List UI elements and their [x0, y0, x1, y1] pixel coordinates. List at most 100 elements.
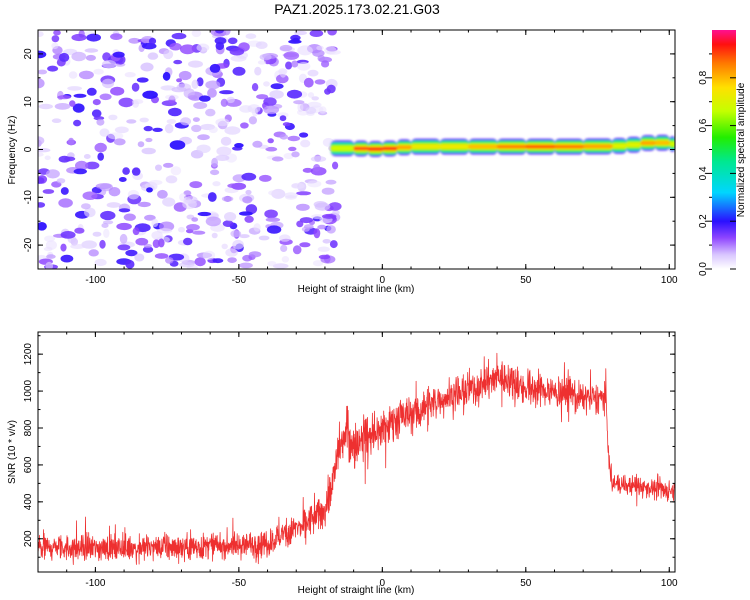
noise-blob [240, 122, 249, 129]
noise-blob [291, 60, 299, 68]
noise-blob [263, 81, 270, 87]
noise-blob [188, 95, 198, 100]
noise-blob [68, 71, 78, 79]
noise-blob [38, 175, 48, 184]
noise-blob [224, 212, 237, 222]
noise-blob [47, 65, 59, 72]
ridge-segment [554, 145, 584, 149]
ridge-segment [497, 145, 527, 149]
y-tick-label: 1000 [23, 380, 34, 403]
noise-blob [124, 72, 136, 78]
noise-blob [57, 95, 71, 100]
noise-blob [215, 30, 224, 34]
y-tick-label: 0 [23, 146, 34, 152]
y-tick-label: -20 [23, 237, 34, 252]
noise-blob [288, 146, 297, 152]
noise-blob [220, 136, 232, 146]
ridge-segment [626, 141, 642, 148]
noise-blob [239, 105, 253, 113]
noise-blob [94, 142, 107, 153]
noise-blob [44, 155, 51, 161]
x-tick-label: 100 [661, 275, 678, 286]
ridge-segment [525, 145, 556, 149]
noise-blob [259, 53, 272, 61]
noise-blob [254, 66, 262, 76]
noise-blob [51, 42, 59, 50]
noise-blob [92, 231, 102, 237]
noise-blob [299, 242, 311, 248]
noise-blob [212, 181, 221, 187]
noise-blob [208, 126, 218, 134]
noise-blob [296, 220, 304, 228]
noise-blob [248, 251, 262, 258]
noise-blob [93, 68, 104, 75]
noise-blob [99, 239, 106, 249]
noise-blob [263, 105, 280, 115]
noise-blob [309, 30, 324, 37]
noise-blob [137, 201, 151, 208]
noise-blob [152, 239, 160, 249]
noise-blob [69, 100, 76, 107]
noise-blob [148, 37, 157, 45]
noise-blob [73, 119, 82, 127]
noise-blob [60, 187, 69, 195]
noise-blob [103, 228, 110, 238]
noise-blob [38, 202, 46, 208]
noise-blob [116, 222, 132, 231]
noise-blob [141, 147, 156, 155]
noise-blob [326, 225, 336, 234]
noise-blob [64, 156, 76, 162]
noise-blob [97, 152, 104, 161]
noise-blob [142, 246, 154, 253]
ridge-segment [439, 143, 469, 150]
noise-blob [151, 231, 163, 240]
noise-blob [91, 109, 102, 118]
x-tick-label: -100 [85, 578, 105, 589]
noise-blob [92, 99, 101, 106]
noise-blob [207, 192, 217, 202]
noise-blob [292, 37, 300, 43]
noise-blob [229, 47, 245, 56]
noise-blob [136, 77, 149, 83]
noise-blob [101, 78, 115, 89]
noise-blob [303, 77, 314, 88]
noise-blob [38, 78, 45, 89]
noise-blob [123, 213, 136, 221]
noise-blob [251, 83, 259, 92]
noise-blob [205, 108, 216, 117]
noise-blob [72, 103, 85, 113]
noise-blob [43, 246, 53, 252]
noise-blob [191, 124, 202, 133]
noise-blob [267, 138, 274, 144]
noise-blob [169, 140, 186, 150]
noise-blob [191, 30, 202, 38]
noise-blob [293, 100, 305, 105]
snr-panel: -100 -50 0 50 100 200 400 600 800 1000 1200 Height… [7, 331, 678, 596]
noise-blob [86, 87, 97, 96]
noise-blob [197, 211, 212, 217]
noise-blob [232, 66, 246, 76]
noise-blob [314, 79, 326, 85]
noise-blob [307, 69, 319, 77]
noise-blob [291, 151, 300, 158]
noise-blob [317, 224, 327, 230]
noise-blob [110, 33, 123, 40]
noise-blob [307, 180, 322, 188]
noise-blob [67, 86, 82, 91]
noise-blob [100, 210, 116, 221]
noise-blob [215, 118, 230, 127]
noise-blob [279, 134, 288, 140]
noise-blob [125, 259, 135, 269]
noise-blob [118, 208, 131, 213]
noise-blob [151, 218, 159, 228]
noise-blob [108, 187, 121, 197]
noise-blob [85, 161, 100, 170]
y-tick-label: 600 [23, 456, 34, 473]
noise-blob [99, 93, 112, 101]
noise-blob [137, 141, 145, 148]
noise-blob [60, 231, 76, 239]
noise-blob [216, 146, 232, 156]
noise-blob [164, 123, 174, 134]
noise-blob [51, 118, 62, 123]
